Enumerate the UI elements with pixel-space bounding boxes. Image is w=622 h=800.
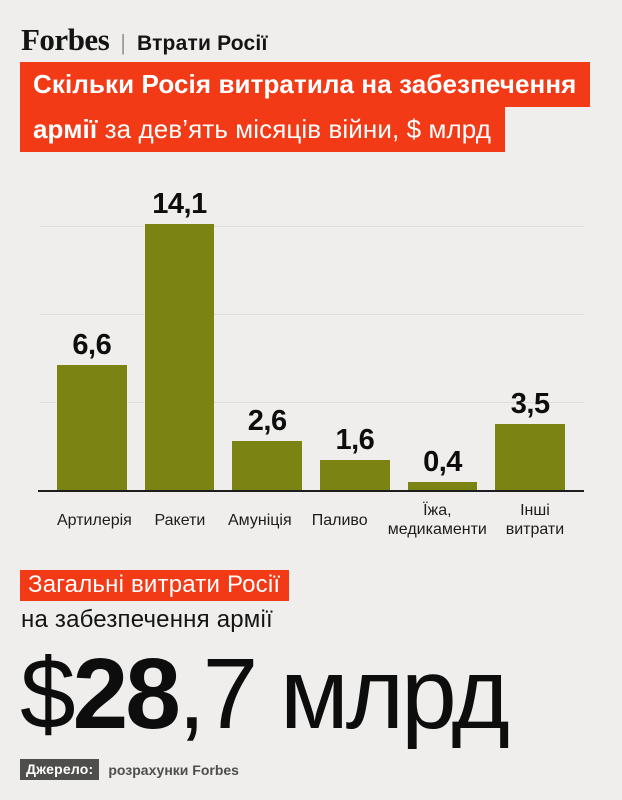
chart-title-line-2-bold: армії xyxy=(33,114,98,144)
category-label: Інші витрати xyxy=(505,502,565,538)
bars-row: 6,6 14,1 2,6 1,6 0,4 3,5 xyxy=(38,188,584,490)
bar-value-label: 6,6 xyxy=(72,329,112,361)
category-label: Амуніція xyxy=(228,511,292,529)
bar-column: 2,6 xyxy=(232,405,303,490)
chart-title-line-2-rest: за дев’ять місяців війни, $ млрд xyxy=(97,114,492,144)
bar-chart: 6,6 14,1 2,6 1,6 0,4 3,5 Артилерія Ракети Амуні… xyxy=(38,188,584,539)
bar-column: 1,6 xyxy=(320,424,390,490)
category-label: Ракети xyxy=(154,511,206,529)
source-badge: Джерело: xyxy=(20,759,100,780)
bar-value-label: 3,5 xyxy=(510,388,550,420)
bar-column: 0,4 xyxy=(407,446,478,490)
category-row: Артилерія Ракети Амуніція Паливо Їжа, медика… xyxy=(38,492,584,539)
source-row: Джерело: розрахунки Forbes xyxy=(20,759,622,780)
chart-title-line-2: армії за дев’ять місяців війни, $ млрд xyxy=(20,107,506,152)
category-label: Артилерія xyxy=(57,511,132,529)
bar-value-label: 2,6 xyxy=(247,405,287,437)
chart-title-line-1: Скільки Росія витратила на забезпечення xyxy=(20,62,591,107)
total-amount-decimal: ,7 xyxy=(177,638,258,750)
header: Forbes | Втрати Росії xyxy=(0,0,622,57)
total-amount-currency: $ xyxy=(20,638,76,750)
forbes-logo: Forbes xyxy=(21,22,110,57)
bar-value-label: 14,1 xyxy=(152,188,207,220)
gridline-middle xyxy=(40,313,584,315)
section-title: Втрати Росії xyxy=(136,32,268,55)
gridline-lower xyxy=(40,402,584,403)
bar xyxy=(495,424,566,490)
bar-value-label: 1,6 xyxy=(335,424,375,456)
total-amount-whole: 28 xyxy=(72,638,181,750)
bar-column: 3,5 xyxy=(495,388,566,490)
chart-title-block: Скільки Росія витратила на забезпечення … xyxy=(20,62,622,152)
category-label: Паливо xyxy=(311,511,368,529)
total-section: Загальні витрати Росії на забезпечення а… xyxy=(20,570,622,744)
total-amount-unit: млрд xyxy=(255,638,510,750)
header-divider: | xyxy=(120,30,126,55)
bar xyxy=(320,460,390,490)
total-badge: Загальні витрати Росії xyxy=(20,570,290,601)
gridline-top xyxy=(40,226,584,227)
bar xyxy=(407,482,478,490)
bar xyxy=(232,441,303,490)
source-text: розрахунки Forbes xyxy=(108,761,239,778)
total-subtitle: на забезпечення армії xyxy=(21,606,273,633)
total-amount: $28,7 млрд xyxy=(20,644,622,744)
bar xyxy=(144,224,215,490)
bar-column: 6,6 xyxy=(57,329,127,490)
bar-column: 14,1 xyxy=(144,188,215,490)
bar xyxy=(57,365,127,490)
bar-value-label: 0,4 xyxy=(423,446,462,478)
category-label: Їжа, медикаменти xyxy=(387,502,487,538)
chart-title-line-1-text: Скільки Росія витратила на забезпечення xyxy=(33,69,577,99)
chart-plot-area: 6,6 14,1 2,6 1,6 0,4 3,5 xyxy=(38,188,584,492)
